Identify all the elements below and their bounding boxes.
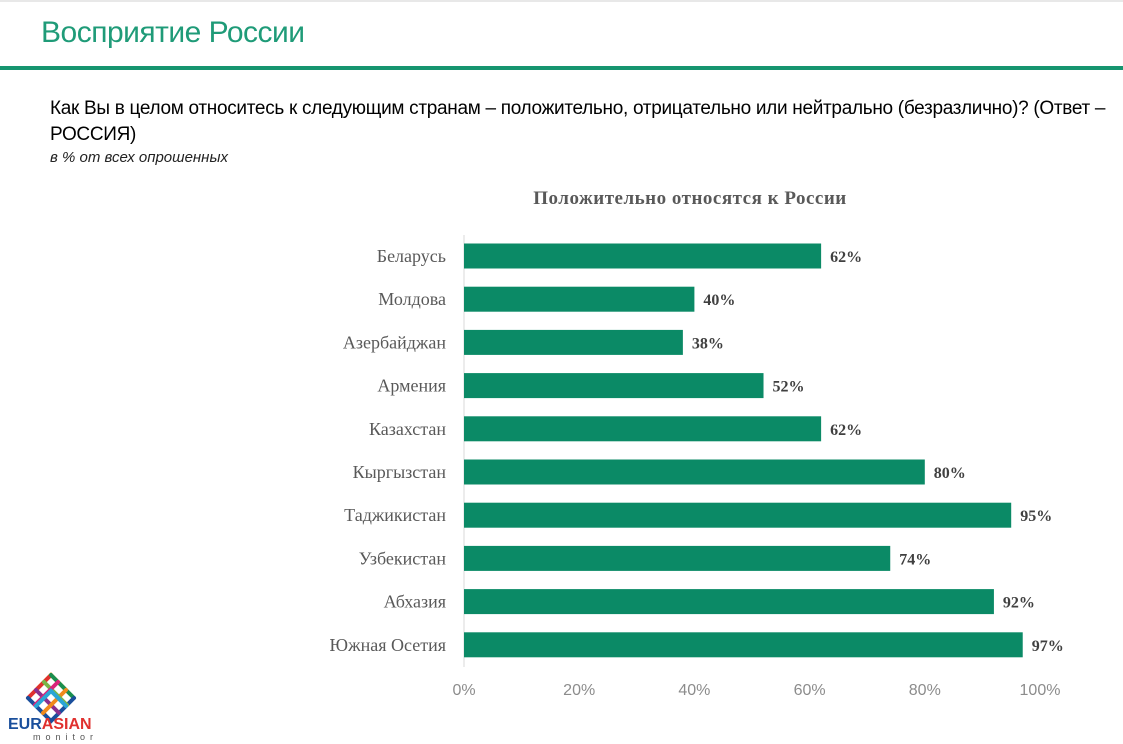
x-tick-label: 60% (794, 682, 826, 699)
logo-wordmark: EURASIAN (8, 716, 92, 733)
category-label: Южная Осетия (329, 635, 446, 655)
category-label: Кыргызстан (353, 462, 447, 482)
x-tick-label: 80% (909, 682, 941, 699)
data-label: 52% (773, 379, 805, 396)
x-tick-label: 0% (452, 682, 475, 699)
category-label: Таджикистан (344, 505, 446, 525)
bar (464, 632, 1023, 658)
survey-question: Как Вы в целом относитесь к следующим ст… (50, 98, 1106, 145)
category-label: Азербайджан (343, 332, 446, 352)
data-label: 95% (1020, 508, 1052, 525)
category-label: Казахстан (369, 419, 446, 439)
data-label: 62% (830, 422, 862, 439)
eurasian-monitor-logo-icon (26, 672, 76, 724)
category-label: Молдова (378, 289, 446, 309)
logo-subtitle: monitor (33, 732, 99, 742)
bar (464, 329, 683, 355)
bar (464, 286, 695, 312)
survey-note: в % от всех опрошенных (50, 149, 228, 166)
header-divider (0, 66, 1123, 70)
data-label: 38% (692, 335, 724, 352)
page-title: Восприятие России (41, 16, 305, 49)
bar (464, 373, 764, 399)
data-label: 74% (899, 551, 931, 568)
category-label: Армения (377, 376, 446, 396)
bar (464, 589, 994, 615)
top-border (0, 0, 1123, 2)
chart-title: Положительно относятся к России (533, 188, 847, 209)
data-label: 62% (830, 249, 862, 266)
category-label: Беларусь (377, 246, 446, 266)
bar (464, 416, 822, 442)
data-label: 92% (1003, 595, 1035, 612)
data-label: 80% (934, 465, 966, 482)
category-label: Абхазия (384, 592, 446, 612)
bar (464, 243, 822, 269)
x-tick-label: 100% (1020, 682, 1061, 699)
data-label: 97% (1032, 638, 1064, 655)
data-label: 40% (703, 292, 735, 309)
category-label: Узбекистан (359, 548, 447, 568)
x-tick-label: 40% (678, 682, 710, 699)
x-tick-label: 20% (563, 682, 595, 699)
bar (464, 545, 891, 571)
bar (464, 502, 1012, 528)
bar (464, 459, 925, 485)
